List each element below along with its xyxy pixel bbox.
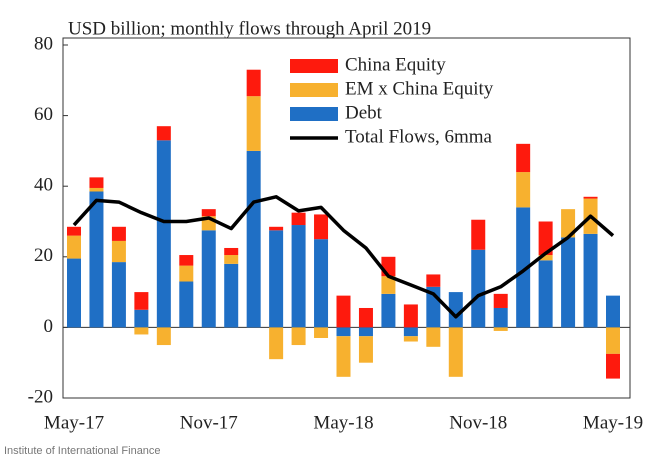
bar-segment bbox=[336, 327, 351, 337]
bar-segment bbox=[314, 327, 329, 338]
bar-segment bbox=[269, 327, 284, 360]
bar-segment bbox=[291, 225, 306, 328]
bar-segment bbox=[471, 219, 486, 250]
bar-segment bbox=[358, 327, 373, 337]
bar-segment bbox=[291, 212, 306, 226]
x-tick-label: Nov-18 bbox=[449, 412, 507, 433]
bar-segment bbox=[381, 256, 396, 277]
legend-label: EM x China Equity bbox=[345, 78, 494, 99]
x-tick-label: Nov-17 bbox=[180, 412, 238, 433]
bar-segment bbox=[493, 327, 508, 331]
bar-segment bbox=[336, 336, 351, 377]
bar-segment bbox=[67, 235, 81, 259]
bar-segment bbox=[606, 327, 620, 354]
y-tick-label: 0 bbox=[44, 316, 54, 337]
bar-segment bbox=[426, 327, 441, 347]
y-tick-label: -20 bbox=[28, 386, 53, 407]
bar-segment bbox=[583, 196, 598, 199]
legend-label: Debt bbox=[345, 102, 383, 123]
bar-segment bbox=[201, 230, 216, 328]
bar-segment bbox=[246, 150, 261, 328]
bar-segment bbox=[403, 304, 418, 328]
bar-segment bbox=[134, 309, 149, 328]
bar-segment bbox=[67, 226, 81, 236]
bar-segment bbox=[516, 207, 531, 328]
legend-swatch bbox=[290, 107, 338, 121]
bar-segment bbox=[403, 336, 418, 342]
legend-label: China Equity bbox=[345, 54, 446, 75]
bar-segment bbox=[358, 307, 373, 328]
bar-segment bbox=[538, 260, 553, 328]
bar-segment bbox=[336, 295, 351, 328]
bar-segment bbox=[89, 191, 104, 328]
bar-segment bbox=[493, 307, 508, 328]
bar-segment bbox=[89, 177, 104, 188]
bar-segment bbox=[493, 293, 508, 308]
bar-segment bbox=[134, 327, 149, 335]
bar-segment bbox=[224, 263, 239, 328]
bar-segment bbox=[471, 249, 486, 328]
bar-segment bbox=[246, 69, 261, 97]
plot-frame bbox=[62, 37, 631, 399]
bar-segment bbox=[291, 327, 306, 346]
y-tick-label: 40 bbox=[34, 175, 53, 196]
chart-title: USD billion; monthly flows through April… bbox=[68, 18, 431, 39]
bar-segment bbox=[269, 230, 284, 328]
bar-segment bbox=[381, 293, 396, 328]
line-series bbox=[72, 195, 615, 319]
bar-segment bbox=[561, 237, 576, 328]
bar-segment bbox=[89, 187, 104, 192]
bar-segment bbox=[516, 172, 531, 208]
bar-segment bbox=[156, 327, 171, 346]
bar-segment bbox=[111, 226, 126, 241]
bar-segment bbox=[606, 353, 620, 379]
bar-segment bbox=[201, 209, 216, 217]
bar-segment bbox=[381, 276, 396, 294]
bar-segment bbox=[538, 221, 553, 256]
bar-segment bbox=[156, 140, 171, 328]
y-tick-label: 80 bbox=[34, 33, 53, 54]
bar-segment bbox=[111, 240, 126, 263]
bar-segment bbox=[179, 265, 194, 282]
bar-segment bbox=[156, 126, 171, 141]
bar-segment bbox=[358, 336, 373, 363]
bar-segment bbox=[583, 233, 598, 328]
bar-segment bbox=[67, 258, 81, 328]
x-tick-label: May-17 bbox=[44, 412, 104, 433]
bar-segment bbox=[403, 327, 418, 337]
legend-swatch bbox=[290, 59, 338, 73]
bar-segment bbox=[246, 96, 261, 151]
bar-segment bbox=[448, 327, 463, 377]
bar-segment bbox=[606, 295, 620, 328]
y-tick-label: 20 bbox=[34, 245, 53, 266]
x-tick-label: May-19 bbox=[583, 412, 643, 433]
bar-segment bbox=[538, 255, 553, 261]
legend-swatch bbox=[290, 83, 338, 97]
source-note: Institute of International Finance bbox=[4, 445, 161, 457]
bar-segment bbox=[561, 209, 576, 238]
bar-segment bbox=[224, 247, 239, 256]
x-tick-label: May-18 bbox=[313, 412, 373, 433]
bar-segment bbox=[314, 214, 329, 240]
bar-segment bbox=[134, 292, 149, 310]
bar-segment bbox=[111, 262, 126, 328]
bar-segment bbox=[224, 255, 239, 264]
bar-segment bbox=[516, 143, 531, 173]
bar-segment bbox=[179, 255, 194, 266]
bar-segment bbox=[179, 281, 194, 328]
bar-segment bbox=[448, 292, 463, 328]
legend-label: Total Flows, 6mma bbox=[345, 126, 493, 147]
bar-segment bbox=[269, 226, 284, 231]
bar-segment bbox=[314, 239, 329, 328]
bar-segment bbox=[426, 274, 441, 287]
y-tick-label: 60 bbox=[34, 104, 53, 125]
